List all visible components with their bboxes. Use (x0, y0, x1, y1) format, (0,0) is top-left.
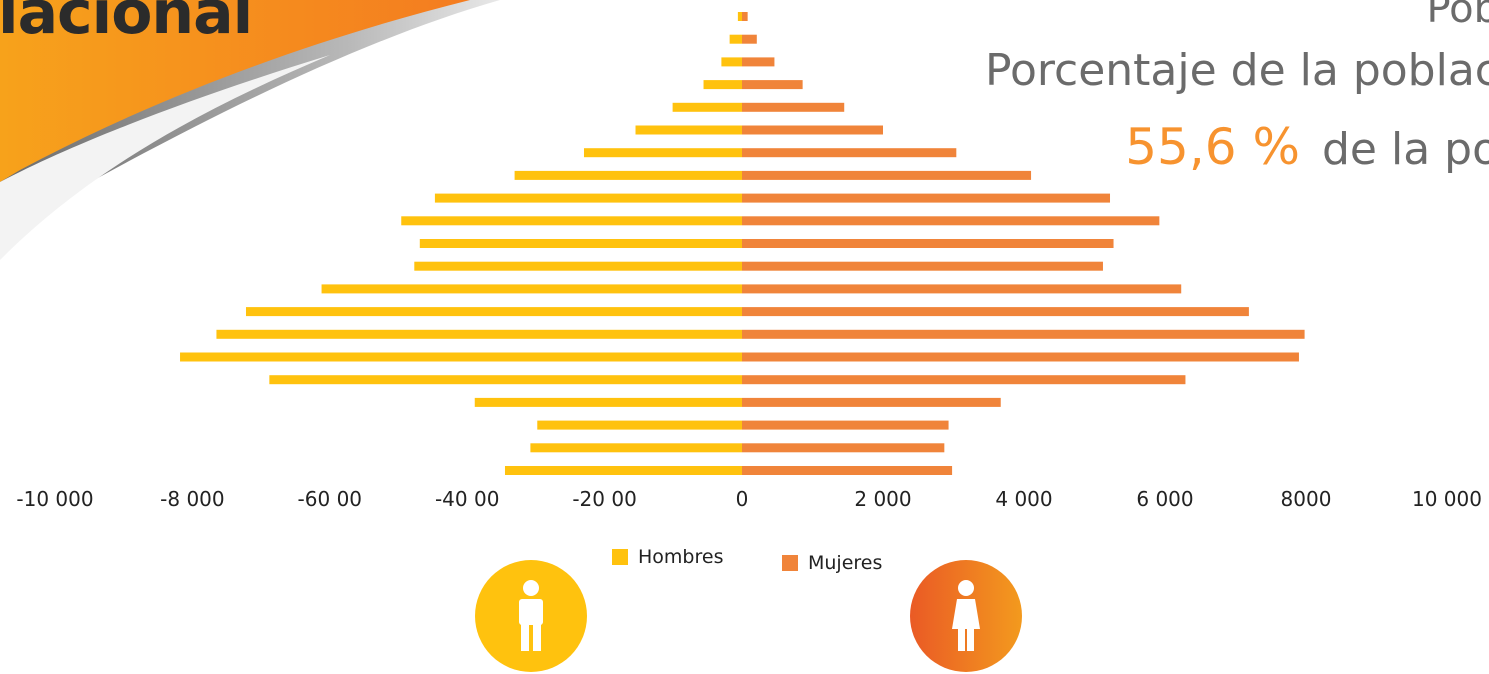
male-person-icon (475, 560, 587, 672)
x-tick-label-1: -8 000 (160, 487, 224, 511)
bar-women-16 (742, 375, 1186, 385)
bar-women-5 (742, 125, 883, 135)
bar-women-9 (742, 216, 1160, 226)
bar-men-11 (414, 261, 742, 271)
bar-women-15 (742, 352, 1299, 362)
female-person-glyph (952, 580, 980, 651)
bar-men-8 (434, 193, 742, 203)
bar-women-10 (742, 239, 1114, 248)
bar-men-10 (419, 239, 742, 248)
male-person-glyph (519, 580, 543, 651)
bar-men-7 (514, 170, 742, 180)
bar-women-11 (742, 261, 1103, 271)
bar-men-6 (583, 148, 742, 158)
percent-value: 55,6 % (1125, 118, 1300, 176)
bar-women-8 (742, 193, 1111, 203)
legend-item-men: Hombres (612, 546, 723, 568)
bar-women-13 (742, 307, 1249, 317)
bar-men-12 (321, 284, 742, 294)
x-tick-label-8: 6 000 (1136, 487, 1193, 511)
bar-men-1 (729, 34, 742, 44)
bar-women-18 (742, 420, 949, 430)
bar-men-14 (216, 329, 742, 339)
bar-women-7 (742, 170, 1032, 180)
bar-women-19 (742, 443, 945, 453)
x-tick-label-7: 4 000 (995, 487, 1052, 511)
bar-men-0 (737, 12, 742, 21)
header-line-3: 55,6 % de la po (1125, 118, 1489, 176)
bar-women-12 (742, 284, 1182, 294)
bar-women-17 (742, 397, 1001, 407)
bar-women-0 (742, 12, 748, 21)
bar-women-20 (742, 466, 953, 475)
x-tick-label-2: -60 00 (298, 487, 362, 511)
x-tick-label-0: -10 000 (16, 487, 93, 511)
legend-label-men: Hombres (638, 546, 724, 568)
header-line-2: Porcentaje de la poblac (985, 45, 1489, 96)
x-tick-label-3: -40 00 (435, 487, 499, 511)
x-tick-label-6: 2 000 (854, 487, 911, 511)
legend-swatch-men (612, 549, 628, 565)
bar-women-4 (742, 102, 845, 112)
bar-men-19 (530, 443, 742, 453)
bar-women-3 (742, 80, 803, 90)
header-line-3-rest: de la po (1321, 124, 1489, 175)
header-line-1: Pob (1426, 0, 1489, 32)
bar-men-5 (635, 125, 742, 135)
bar-men-2 (721, 57, 742, 67)
bar-men-20 (504, 466, 742, 475)
bar-women-1 (742, 34, 757, 44)
bar-women-2 (742, 57, 775, 67)
legend-swatch-women (782, 555, 798, 571)
bar-men-16 (269, 375, 742, 385)
bar-men-13 (245, 307, 742, 317)
banner-graphic (0, 0, 500, 260)
bar-men-3 (703, 80, 742, 90)
x-tick-label-5: 0 (736, 487, 749, 511)
banner-title: lacional (0, 0, 253, 48)
bar-men-17 (474, 397, 742, 407)
bar-men-9 (401, 216, 742, 226)
bar-men-15 (180, 352, 742, 362)
x-tick-label-9: 8000 (1281, 487, 1332, 511)
x-tick-label-10: 10 000 (1412, 487, 1482, 511)
female-person-icon (910, 560, 1022, 672)
bar-women-14 (742, 329, 1305, 339)
bar-women-6 (742, 148, 957, 158)
legend-item-women: Mujeres (782, 552, 882, 574)
legend-label-women: Mujeres (808, 552, 883, 574)
population-pyramid-chart: -10 000 -8 000 -60 00 -40 00 -20 00 0 2 000 4 0… (16, 12, 1482, 511)
bar-men-4 (672, 102, 742, 112)
bar-men-18 (537, 420, 742, 430)
x-tick-label-4: -20 00 (572, 487, 636, 511)
